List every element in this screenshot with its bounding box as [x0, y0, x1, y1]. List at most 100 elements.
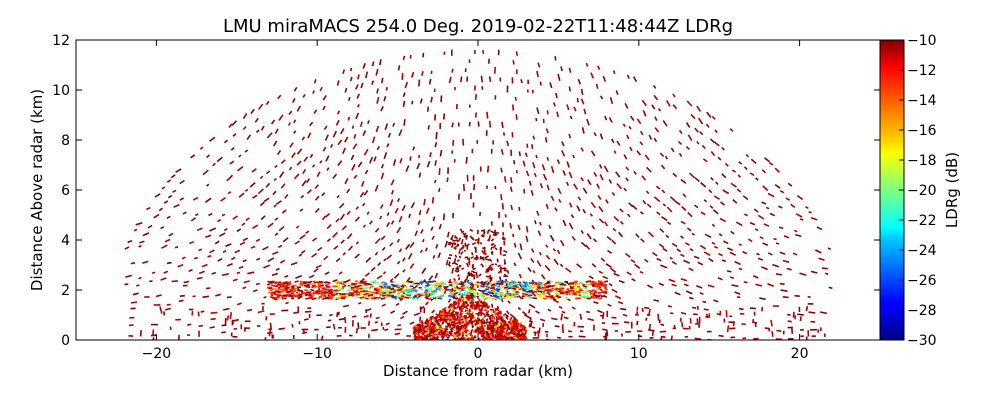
x-tick-label: 20: [791, 346, 809, 362]
data-point: [428, 78, 432, 85]
data-point: [473, 328, 477, 333]
data-point: [469, 331, 473, 337]
data-point: [807, 295, 811, 299]
data-point: [438, 223, 442, 230]
data-point: [715, 181, 719, 186]
data-point: [384, 123, 389, 130]
data-point: [419, 98, 423, 104]
data-point: [461, 246, 464, 249]
data-point: [442, 332, 447, 336]
data-point: [644, 306, 650, 310]
data-point: [568, 171, 573, 179]
data-point: [658, 282, 665, 287]
data-point: [439, 317, 443, 322]
data-point: [254, 117, 259, 123]
data-point: [639, 141, 644, 146]
data-point: [367, 120, 370, 124]
data-point: [192, 196, 199, 201]
data-point: [282, 237, 289, 243]
data-point: [507, 287, 512, 290]
data-point: [138, 276, 142, 280]
data-point: [717, 276, 723, 281]
data-point: [295, 225, 300, 229]
data-point: [703, 199, 708, 203]
data-point: [718, 334, 724, 338]
data-point: [294, 240, 300, 245]
data-point: [569, 292, 573, 295]
data-point: [274, 128, 279, 134]
data-point: [125, 274, 133, 278]
data-point: [512, 60, 515, 65]
data-point: [289, 294, 294, 298]
data-point: [795, 213, 803, 218]
data-point: [355, 206, 359, 210]
data-point: [774, 167, 780, 173]
data-point: [427, 125, 430, 130]
data-point: [652, 252, 658, 257]
data-point: [364, 282, 369, 285]
data-point: [503, 269, 508, 272]
data-point: [478, 289, 483, 292]
data-point: [430, 96, 433, 103]
data-point: [467, 260, 471, 264]
data-point: [486, 281, 490, 286]
data-point: [309, 121, 314, 127]
data-point: [398, 248, 403, 253]
data-point: [313, 268, 319, 273]
data-point: [434, 281, 440, 285]
data-point: [456, 318, 461, 322]
data-point: [364, 272, 371, 277]
data-point: [399, 290, 405, 293]
y-axis-label: Distance Above radar (km): [28, 89, 46, 291]
data-point: [359, 191, 365, 198]
data-point: [338, 318, 345, 321]
data-point: [356, 93, 361, 99]
data-point: [309, 296, 313, 299]
data-point: [445, 332, 449, 336]
data-point: [154, 193, 161, 198]
data-point: [453, 280, 458, 284]
data-point: [385, 292, 390, 295]
data-point: [461, 326, 465, 330]
data-point: [267, 222, 274, 228]
data-point: [474, 94, 477, 100]
data-point: [186, 323, 192, 326]
data-point: [597, 309, 603, 314]
data-point: [293, 130, 297, 134]
data-point: [236, 271, 241, 274]
data-point: [655, 185, 661, 190]
data-point: [580, 147, 584, 152]
data-point: [440, 331, 443, 336]
data-point: [273, 290, 280, 294]
data-point: [192, 295, 196, 298]
data-point: [487, 332, 492, 336]
data-point: [170, 174, 176, 179]
data-point: [470, 336, 474, 340]
data-point: [305, 297, 310, 300]
data-point: [513, 242, 517, 248]
data-point: [585, 62, 589, 67]
data-point: [463, 330, 468, 334]
data-point: [342, 69, 346, 74]
data-point: [651, 104, 656, 110]
data-point: [316, 171, 321, 177]
data-point: [628, 202, 634, 208]
data-point: [380, 292, 384, 295]
data-point: [181, 256, 186, 260]
data-point: [247, 308, 253, 312]
data-point: [462, 138, 465, 146]
data-point: [385, 322, 390, 326]
data-point: [444, 240, 448, 248]
data-point: [522, 336, 528, 340]
data-point: [540, 274, 546, 280]
colorbar-tick-label: −14: [907, 93, 937, 109]
data-point: [688, 296, 694, 300]
data-point: [487, 58, 491, 64]
data-point: [420, 321, 424, 325]
data-point: [636, 150, 642, 156]
data-point: [518, 295, 522, 299]
data-point: [359, 296, 363, 299]
data-point: [391, 189, 394, 195]
data-point: [598, 283, 603, 286]
data-point: [510, 325, 515, 329]
